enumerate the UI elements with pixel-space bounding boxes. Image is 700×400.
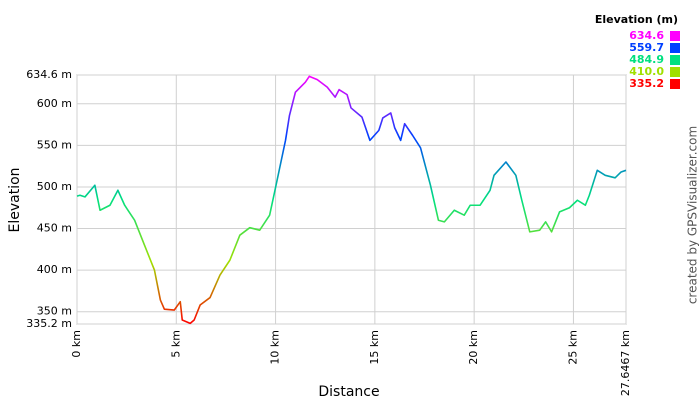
legend-swatch — [670, 43, 680, 53]
y-tick-label: 335.2 m — [26, 317, 72, 330]
legend-title: Elevation (m) — [595, 13, 678, 26]
elevation-line — [76, 75, 627, 325]
x-tick-label: 27.6467 km — [619, 330, 632, 396]
x-axis-label: Distance — [318, 384, 379, 400]
y-tick-label: 400 m — [37, 263, 72, 276]
x-tick-label: 5 km — [169, 330, 182, 358]
y-tick-label: 634.6 m — [26, 68, 72, 81]
y-tick-label: 600 m — [37, 97, 72, 110]
legend-label: 634.6 — [629, 29, 664, 42]
legend-swatch — [670, 31, 680, 41]
y-tick-label: 500 m — [37, 180, 72, 193]
y-tick-label: 350 m — [37, 305, 72, 318]
legend-swatch — [670, 67, 680, 77]
legend-swatch — [670, 79, 680, 89]
x-tick-label: 10 km — [269, 330, 282, 365]
legend-label: 335.2 — [629, 77, 664, 90]
legend-label: 559.7 — [629, 41, 664, 54]
legend-swatch — [670, 55, 680, 65]
y-axis-label: Elevation — [7, 167, 23, 232]
x-tick-label: 0 km — [70, 330, 83, 358]
y-tick-label: 450 m — [37, 222, 72, 235]
x-tick-label: 25 km — [566, 330, 579, 365]
legend-label: 484.9 — [629, 53, 664, 66]
x-tick-label: 20 km — [467, 330, 480, 365]
credit: created by GPSVisualizer.com — [686, 126, 700, 304]
legend-label: 410.0 — [629, 65, 664, 78]
plot-area — [76, 74, 627, 325]
x-tick-label: 15 km — [368, 330, 381, 365]
y-tick-label: 550 m — [37, 138, 72, 151]
